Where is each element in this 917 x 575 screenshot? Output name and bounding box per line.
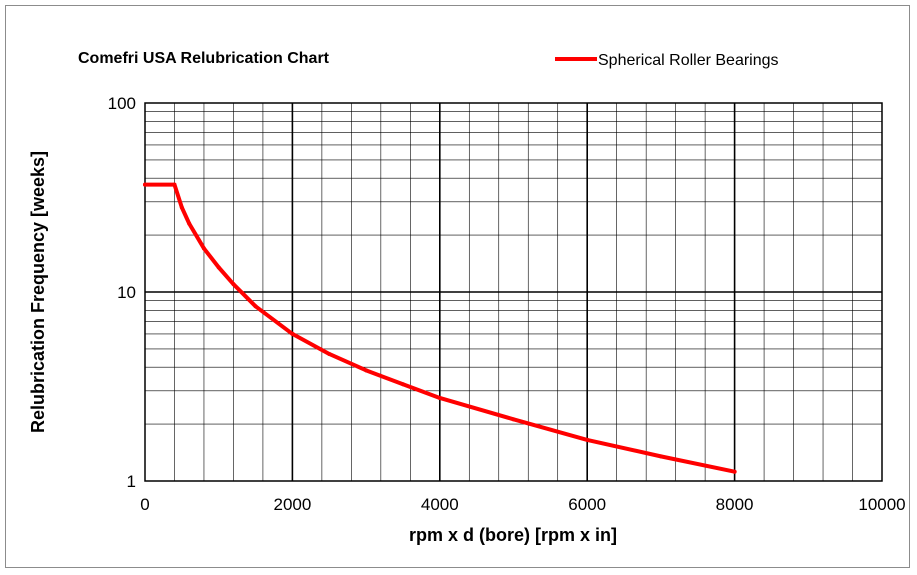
x-tick-label: 2000 bbox=[273, 495, 311, 514]
legend: Spherical Roller Bearings bbox=[555, 52, 779, 69]
data-point bbox=[187, 221, 192, 226]
data-point bbox=[658, 454, 663, 459]
data-point bbox=[179, 205, 184, 210]
x-axis-title: rpm x d (bore) [rpm x in] bbox=[409, 525, 617, 545]
x-tick-label: 0 bbox=[140, 495, 149, 514]
data-point bbox=[364, 368, 369, 373]
data-point bbox=[143, 182, 147, 187]
series-layer bbox=[143, 182, 737, 474]
x-tick-label: 8000 bbox=[716, 495, 754, 514]
y-tick-label: 100 bbox=[108, 94, 136, 113]
data-point bbox=[216, 265, 221, 270]
data-point bbox=[400, 382, 405, 387]
grid bbox=[145, 103, 882, 481]
y-axis-title: Relubrication Frequency [weeks] bbox=[28, 151, 48, 433]
data-point bbox=[172, 182, 177, 187]
data-point bbox=[231, 282, 236, 287]
legend-label: Spherical Roller Bearings bbox=[598, 52, 779, 69]
data-point bbox=[511, 417, 516, 422]
y-axis-ticks: 1 10 100 bbox=[108, 94, 136, 491]
x-tick-label: 6000 bbox=[568, 495, 606, 514]
data-point bbox=[290, 331, 295, 336]
chart-svg: Comefri USA Relubrication Chart Spherica… bbox=[28, 50, 906, 545]
data-point bbox=[201, 246, 206, 251]
y-tick-label: 1 bbox=[127, 472, 136, 491]
x-axis-ticks: 0 2000 4000 6000 8000 10000 bbox=[140, 495, 905, 514]
data-point bbox=[732, 469, 737, 474]
chart-title: Comefri USA Relubrication Chart bbox=[78, 50, 330, 67]
x-tick-label: 4000 bbox=[421, 495, 459, 514]
data-point bbox=[585, 437, 590, 442]
x-tick-label: 10000 bbox=[858, 495, 905, 514]
y-tick-label: 10 bbox=[117, 283, 136, 302]
data-point bbox=[437, 395, 442, 400]
data-point bbox=[327, 351, 332, 356]
chart-frame: Comefri USA Relubrication Chart Spherica… bbox=[5, 5, 910, 568]
plot-area bbox=[144, 102, 883, 482]
data-point bbox=[253, 304, 258, 309]
